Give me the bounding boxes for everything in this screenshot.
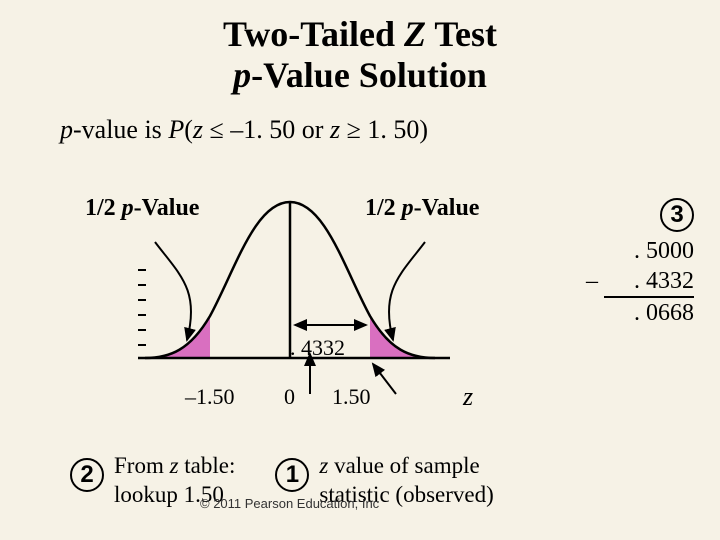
pval-text: ≥ 1. 50) [340,115,428,144]
title-Z: Z [404,14,426,54]
pval-P: P [168,115,184,144]
pval-z: z [193,115,203,144]
x-zero-label: 0 [284,384,295,410]
z-ital: z [170,453,179,478]
calc-line-3: . 0668 [586,298,694,328]
pvalue-statement: p-value is P(z ≤ –1. 50 or z ≥ 1. 50) [0,97,720,145]
title-text: Two-Tailed [223,14,404,54]
txt: table: [179,453,236,478]
z-axis-label: z [463,382,473,412]
right-swish-arrow [389,242,425,340]
page-title: Two-Tailed Z Test p-Value Solution [0,0,720,97]
pval-p: p [60,115,73,144]
step-2-badge: 2 [70,458,104,492]
left-swish-arrow [155,242,191,340]
pval-z: z [330,115,340,144]
x-neg-label: –1.50 [185,384,235,410]
z-ital: z [319,453,328,478]
pval-text: ( [184,115,193,144]
area-value-label: . 4332 [290,335,345,361]
txt: From [114,453,170,478]
calculation-block: 3 . 5000 – . 4332 . 0668 [586,198,694,328]
x-pos-label: 1.50 [332,384,371,410]
bottom-annotations: 2 From z table: lookup 1.50 1 z value of… [70,452,690,510]
y-ticks [138,270,146,345]
title-p: p [233,55,251,95]
normal-curve-chart [110,180,470,400]
pval-text: -value is [73,115,168,144]
calc-line-2: – . 4332 [586,266,694,298]
txt: value of sample [328,453,479,478]
normal-curve-svg [110,180,470,400]
pval-text: ≤ –1. 50 or [203,115,330,144]
title-text: Test [426,14,497,54]
title-text: -Value Solution [251,55,487,95]
step-1-badge: 1 [275,458,309,492]
calc-line-1: . 5000 [586,236,694,266]
arrow-to-xpos [373,364,396,394]
copyright-text: © 2011 Pearson Education, Inc [200,496,379,511]
step-3-badge: 3 [660,198,694,232]
